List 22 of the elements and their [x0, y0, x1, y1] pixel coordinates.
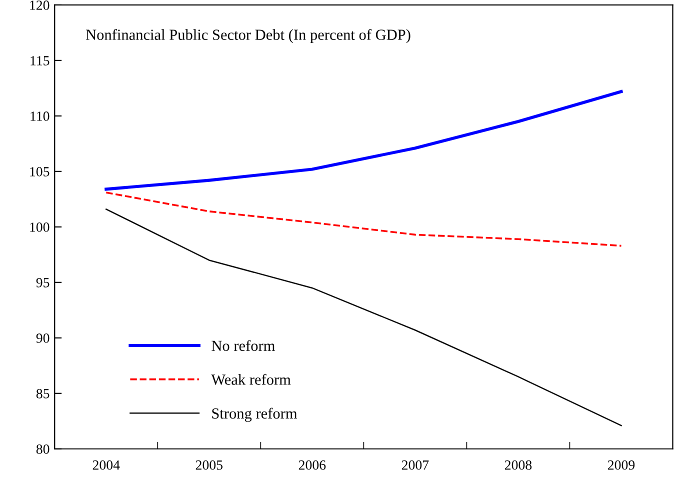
y-tick-label: 80 — [36, 444, 50, 454]
y-tick-label: 115 — [30, 56, 50, 66]
y-tick-label: 85 — [36, 388, 50, 398]
x-tick-label: 2006 — [298, 460, 326, 470]
y-tick-label: 105 — [30, 167, 50, 176]
legend-label: Strong reform — [212, 408, 298, 422]
legend-label: Weak reform — [211, 374, 291, 385]
x-tick-label: 2008 — [504, 460, 532, 470]
x-tick-label: 2005 — [196, 460, 223, 470]
y-tick-label: 120 — [30, 0, 50, 10]
x-tick-label: 2009 — [608, 460, 635, 470]
legend-label: No reform — [212, 340, 275, 351]
y-tick-label: 95 — [36, 278, 50, 288]
line-series — [105, 192, 622, 247]
y-tick-label: 100 — [30, 222, 50, 232]
x-tick-label: 2007 — [402, 460, 429, 470]
line-series — [106, 208, 622, 426]
y-tick-label: 110 — [30, 112, 50, 121]
x-tick-label: 2004 — [92, 460, 120, 470]
text: Nonfinancial Public Sector Debt (In percent of GDP) — [86, 29, 410, 44]
line-series — [104, 90, 623, 191]
y-tick-label: 90 — [36, 333, 50, 343]
